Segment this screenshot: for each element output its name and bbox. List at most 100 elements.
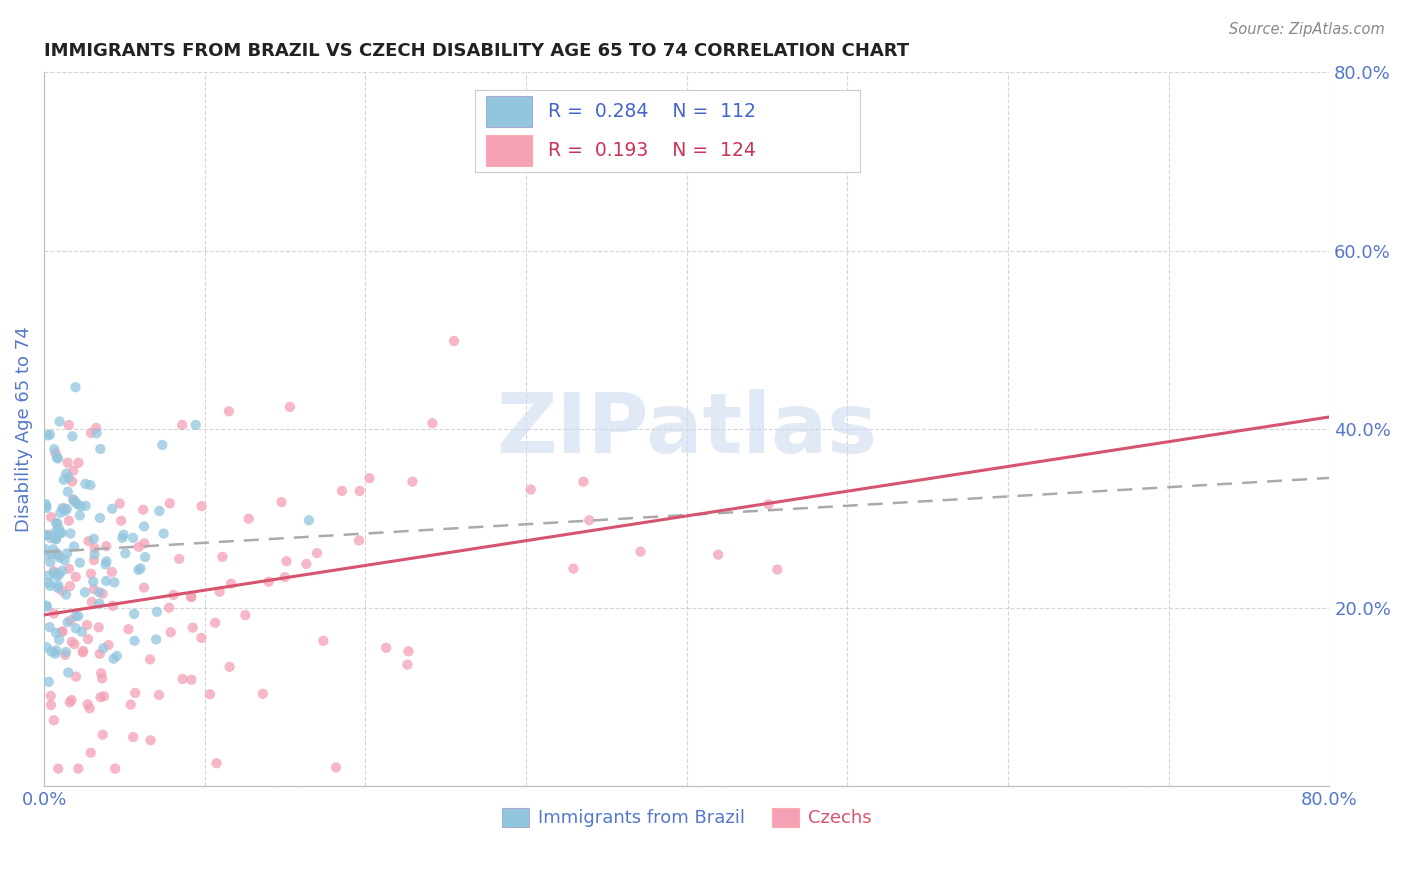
Point (257, 574, 280, 589)
Point (127, 563, 149, 577)
Point (162, 588, 184, 602)
Point (375, 640, 398, 655)
Point (159, 625, 181, 640)
Point (124, 686, 146, 700)
Point (67, 609, 90, 624)
Point (62, 429, 84, 443)
Point (39, 427, 62, 442)
Point (59, 613, 82, 627)
Point (83, 547, 105, 561)
Point (578, 513, 600, 527)
Point (80, 566, 103, 581)
Point (94, 574, 117, 588)
Point (60, 475, 83, 489)
Point (46, 762, 69, 776)
Point (172, 417, 194, 432)
Point (44, 442, 66, 457)
Point (211, 549, 233, 564)
Point (42, 714, 65, 728)
Point (69, 556, 91, 570)
Point (90, 690, 112, 705)
Point (72, 645, 94, 659)
Point (37, 568, 59, 582)
Point (34, 541, 56, 556)
Point (39, 579, 62, 593)
Point (278, 400, 301, 414)
Point (45, 446, 67, 460)
Point (62, 464, 84, 478)
Point (238, 512, 260, 526)
Y-axis label: Disability Age 65 to 74: Disability Age 65 to 74 (15, 326, 32, 533)
Point (180, 590, 202, 604)
Point (347, 533, 370, 548)
Point (65, 380, 87, 394)
Point (48, 522, 70, 536)
Point (80, 746, 103, 760)
Point (190, 631, 212, 645)
Point (76, 618, 98, 632)
Point (66, 497, 89, 511)
Text: IMMIGRANTS FROM BRAZIL VS CZECH DISABILITY AGE 65 TO 74 CORRELATION CHART: IMMIGRANTS FROM BRAZIL VS CZECH DISABILI… (44, 42, 910, 60)
Point (572, 475, 595, 489)
Point (46, 578, 69, 592)
Point (45, 569, 67, 583)
Point (51, 564, 73, 578)
Point (325, 760, 347, 774)
Point (91, 671, 114, 685)
Point (766, 562, 789, 576)
Point (132, 519, 155, 533)
Point (70, 624, 93, 639)
Point (41, 547, 63, 561)
Point (101, 565, 124, 579)
Point (37, 428, 59, 442)
Point (89, 442, 111, 456)
Point (53, 553, 76, 567)
Point (146, 605, 169, 619)
Point (184, 417, 207, 432)
Point (58, 562, 80, 576)
Point (77, 534, 100, 549)
Point (46, 451, 69, 466)
Point (65, 669, 87, 683)
Point (76, 698, 98, 712)
Point (75, 499, 97, 513)
Point (145, 632, 167, 647)
Text: ZIPatlas: ZIPatlas (496, 389, 877, 470)
Point (62, 493, 84, 508)
Point (82, 574, 104, 589)
Point (39, 531, 62, 545)
Point (122, 607, 145, 621)
Point (48, 567, 70, 582)
Point (46, 581, 69, 595)
Text: Source: ZipAtlas.com: Source: ZipAtlas.com (1229, 22, 1385, 37)
Point (122, 730, 145, 744)
Point (41, 645, 63, 659)
Point (104, 762, 127, 776)
Point (93, 690, 115, 704)
Point (79, 478, 101, 492)
Point (252, 687, 274, 701)
Point (35, 500, 58, 515)
Point (295, 557, 318, 571)
Point (63, 540, 86, 554)
Point (80, 425, 103, 440)
Point (35, 599, 58, 614)
Point (58, 514, 80, 528)
Point (35, 499, 58, 513)
Point (55, 467, 77, 481)
Point (218, 660, 240, 674)
Point (219, 576, 242, 591)
Point (37, 527, 59, 541)
Point (110, 514, 132, 528)
Point (49, 506, 72, 520)
Point (45, 532, 67, 546)
Point (96, 539, 118, 553)
Point (208, 584, 231, 599)
Point (59, 579, 82, 593)
Legend: Immigrants from Brazil, Czechs: Immigrants from Brazil, Czechs (495, 801, 879, 835)
Point (39, 689, 62, 703)
Point (65, 621, 87, 635)
Point (274, 570, 297, 584)
Point (180, 673, 202, 687)
Point (205, 756, 228, 771)
